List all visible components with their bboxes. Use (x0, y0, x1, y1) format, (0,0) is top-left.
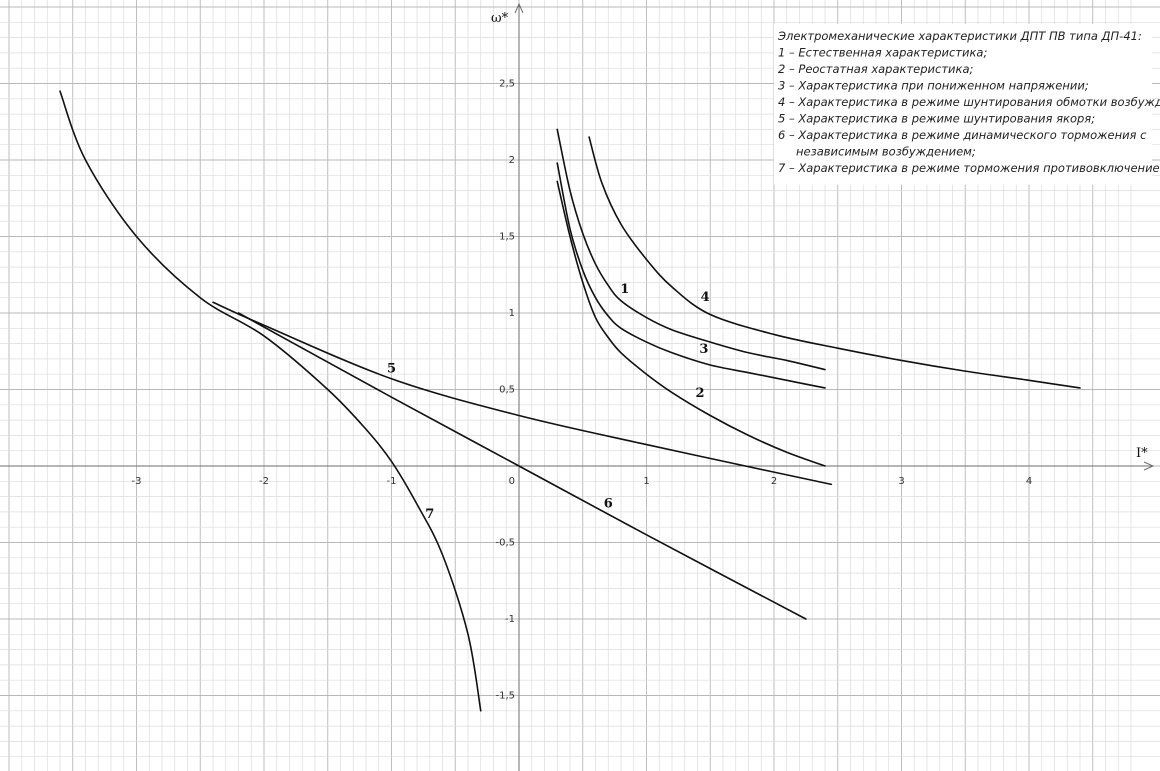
y-tick-label: 2,5 (499, 79, 515, 90)
series-label-4: 4 (701, 290, 710, 305)
legend-entry: 7 – Характеристика в режиме торможения п… (778, 161, 1160, 175)
y-tick-label: 1,5 (499, 232, 515, 243)
legend-entry: 3 – Характеристика при пониженном напряж… (778, 79, 1089, 93)
y-tick-label: -1,5 (495, 691, 515, 702)
x-tick-label: -2 (259, 476, 269, 487)
legend-entry: независимым возбуждением; (796, 145, 976, 159)
x-tick-label: -1 (387, 476, 397, 487)
y-tick-label: 0,5 (499, 385, 515, 396)
series-label-2: 2 (696, 386, 705, 401)
series-line-4 (588, 136, 1081, 389)
y-tick-label: -0,5 (495, 538, 515, 549)
series-line-6 (237, 312, 807, 620)
y-axis-label: ω* (491, 11, 509, 26)
x-tick-label: -3 (132, 476, 142, 487)
series-line-5 (212, 301, 833, 486)
x-axis-arrow (1143, 461, 1155, 471)
x-tick-label: 0 (509, 476, 515, 487)
y-tick-label: 2 (509, 155, 515, 166)
x-tick-labels: -3 -2 -1 0 1 2 3 4 (132, 476, 1033, 487)
series-line-3 (556, 162, 826, 389)
series-label-6: 6 (604, 496, 613, 511)
x-axis-label: I* (1136, 446, 1148, 461)
x-tick-label: 2 (771, 476, 777, 487)
legend-title: Электромеханические характеристики ДПТ П… (777, 29, 1142, 43)
legend-entry: 5 – Характеристика в режиме шунтирования… (778, 112, 1095, 126)
x-tick-label: 3 (898, 476, 904, 487)
legend-entry: 2 – Реостатная характеристика; (778, 62, 974, 76)
y-tick-label: -1 (505, 614, 515, 625)
x-tick-label: 1 (643, 476, 649, 487)
legend-entry: 4 – Характеристика в режиме шунтирования… (778, 95, 1160, 109)
x-tick-label: 4 (1026, 476, 1032, 487)
legend-entry: 6 – Характеристика в режиме динамическог… (778, 128, 1147, 142)
y-tick-label: 1 (509, 308, 515, 319)
series-label-5: 5 (387, 362, 396, 377)
y-tick-labels: -1,5 -1 -0,5 0,5 1 1,5 2 2,5 (495, 79, 515, 702)
series-label-1: 1 (620, 282, 629, 297)
legend: Электромеханические характеристики ДПТ П… (774, 24, 1160, 185)
series-line-1 (556, 128, 826, 371)
series-label-3: 3 (699, 342, 708, 357)
series-labels: 1 2 3 4 5 6 7 (387, 282, 710, 522)
series-label-7: 7 (425, 507, 434, 522)
legend-entry: 1 – Естественная характеристика; (778, 46, 987, 60)
series-line-2 (556, 180, 826, 467)
y-axis-arrow (514, 2, 524, 14)
series-line-7 (59, 90, 482, 712)
chart-series (59, 90, 1081, 712)
legend-box (774, 24, 1152, 185)
